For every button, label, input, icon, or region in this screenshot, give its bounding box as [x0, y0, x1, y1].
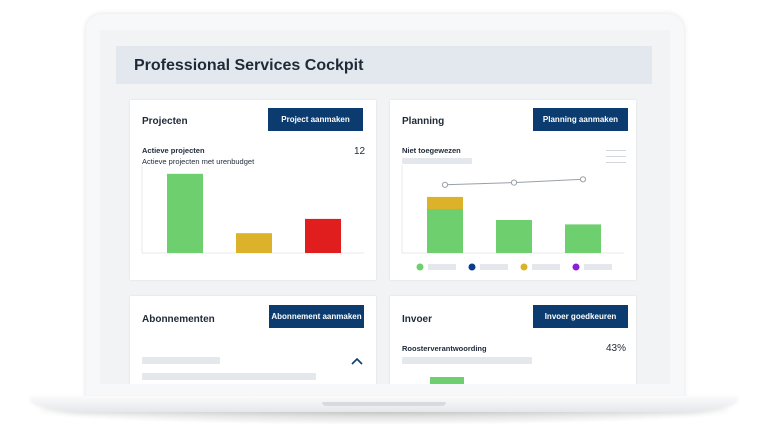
- roosterverantwoording-placeholder: [402, 357, 532, 364]
- bar-1-segment-1: [427, 209, 463, 253]
- invoer-goedkeuren-button[interactable]: Invoer goedkeuren: [533, 305, 628, 328]
- menu-icon[interactable]: [606, 150, 626, 166]
- trend-point-2: [510, 179, 518, 186]
- bar-2-segment-1: [496, 220, 532, 253]
- abonnement-aanmaken-button[interactable]: Abonnement aanmaken: [269, 305, 364, 328]
- abonnementen-card: Abonnementen Abonnement aanmaken: [130, 296, 376, 384]
- planning-combo-chart: [401, 165, 624, 271]
- trend-point-3: [579, 176, 587, 183]
- legend-dot-1: [416, 263, 424, 271]
- projecten-bar-chart: [141, 165, 364, 254]
- legend-label-placeholder-3: [532, 264, 560, 270]
- legend-label-placeholder-4: [584, 264, 612, 270]
- bar-1: [167, 173, 203, 253]
- planning-card: Planning Planning aanmaken Niet toegewez…: [390, 100, 636, 280]
- abonnement-placeholder-1: [142, 357, 220, 364]
- invoer-bar: [430, 377, 464, 384]
- abonnement-placeholder-2: [142, 373, 316, 380]
- invoer-title: Invoer: [402, 314, 433, 325]
- bar-2: [236, 233, 272, 253]
- actieve-projecten-sublabel: Actieve projecten met urenbudget: [142, 157, 255, 166]
- projecten-title: Projecten: [142, 116, 188, 127]
- laptop-screen: Professional Services Cockpit Projecten …: [100, 30, 670, 384]
- bar-3: [305, 218, 341, 253]
- legend-dot-4: [572, 263, 580, 271]
- niet-toegewezen-label: Niet toegewezen: [402, 146, 461, 155]
- page-title: Professional Services Cockpit: [134, 57, 364, 74]
- trend-point-1: [441, 181, 449, 188]
- legend-dot-3: [520, 263, 528, 271]
- chevron-up-icon[interactable]: [350, 356, 364, 366]
- projecten-card: Projecten Project aanmaken Actieve proje…: [130, 100, 376, 280]
- legend-label-placeholder-1: [428, 264, 456, 270]
- page-header: Professional Services Cockpit: [116, 46, 652, 84]
- invoer-card: Invoer Invoer goedkeuren Roosterverantwo…: [390, 296, 636, 384]
- legend-dot-2: [468, 263, 476, 271]
- legend-label-placeholder-2: [480, 264, 508, 270]
- planning-aanmaken-button[interactable]: Planning aanmaken: [533, 108, 628, 131]
- actieve-projecten-count: 12: [354, 146, 366, 157]
- bar-3-segment-1: [565, 224, 601, 253]
- roosterverantwoording-percentage: 43%: [606, 343, 627, 354]
- project-aanmaken-button[interactable]: Project aanmaken: [268, 108, 363, 131]
- niet-toegewezen-placeholder: [402, 158, 472, 164]
- planning-title: Planning: [402, 116, 445, 127]
- bar-1-segment-2: [427, 196, 463, 209]
- actieve-projecten-label: Actieve projecten: [142, 146, 205, 155]
- roosterverantwoording-label: Roosterverantwoording: [402, 344, 487, 353]
- laptop-notch: [322, 402, 446, 406]
- abonnementen-title: Abonnementen: [142, 314, 215, 325]
